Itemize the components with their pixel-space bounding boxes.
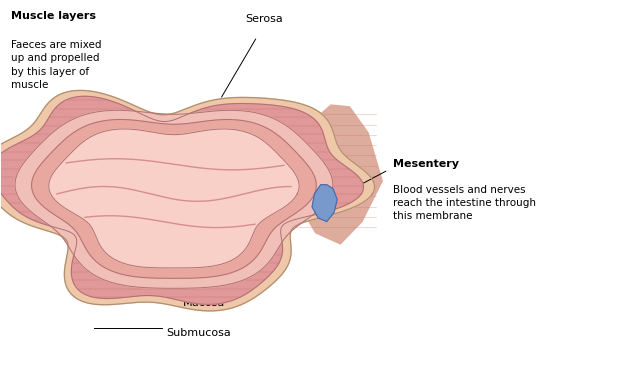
Polygon shape	[15, 110, 333, 288]
Text: Mucosa: Mucosa	[183, 298, 225, 308]
Polygon shape	[312, 185, 337, 222]
Text: Submucosa: Submucosa	[167, 328, 232, 338]
Polygon shape	[0, 90, 374, 311]
Polygon shape	[291, 105, 382, 244]
Polygon shape	[32, 119, 316, 278]
Text: Faeces are mixed
up and propelled
by this layer of
muscle: Faeces are mixed up and propelled by thi…	[11, 40, 101, 90]
Text: Muscle layers: Muscle layers	[11, 11, 95, 21]
Text: Serosa: Serosa	[245, 14, 282, 24]
Polygon shape	[0, 96, 363, 304]
Polygon shape	[49, 129, 299, 268]
Text: Mesentery: Mesentery	[392, 159, 459, 169]
Text: Blood vessels and nerves
reach the intestine through
this membrane: Blood vessels and nerves reach the intes…	[392, 185, 535, 221]
